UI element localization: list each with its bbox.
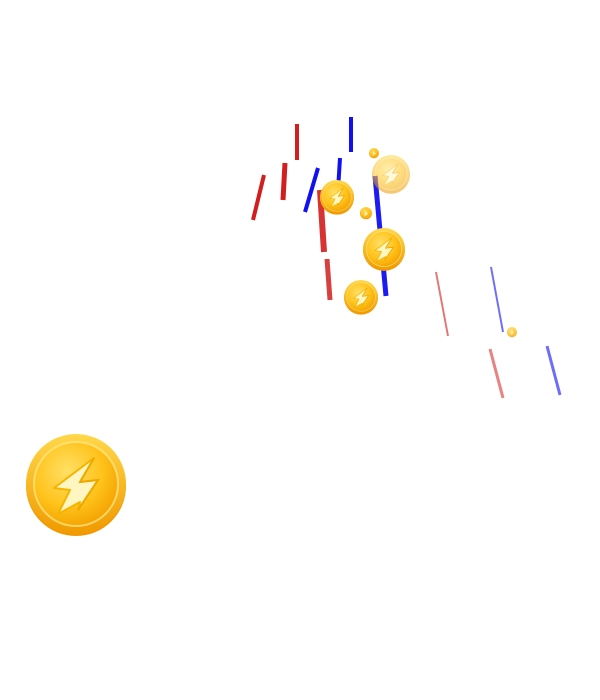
coin-3 — [362, 227, 406, 272]
streak-red-2 — [251, 174, 266, 221]
streak-red-3 — [280, 162, 288, 201]
lightning-coin-icon — [25, 433, 127, 537]
streak-blue-5 — [490, 266, 504, 333]
streak-blue-2 — [303, 167, 320, 213]
coin-1 — [319, 179, 355, 216]
coin-2 — [371, 154, 411, 195]
coin-4 — [343, 279, 379, 316]
coin-tiny-1 — [368, 147, 380, 159]
coin-large — [25, 433, 127, 537]
streak-red-7 — [488, 348, 505, 399]
streak-red-5 — [324, 258, 333, 301]
streak-layer — [251, 117, 562, 399]
coin-layer — [25, 147, 518, 537]
streak-blue-6 — [545, 345, 562, 396]
coin-edge — [506, 326, 518, 338]
coin-tiny-2 — [359, 206, 373, 220]
streak-red-6 — [435, 271, 449, 337]
